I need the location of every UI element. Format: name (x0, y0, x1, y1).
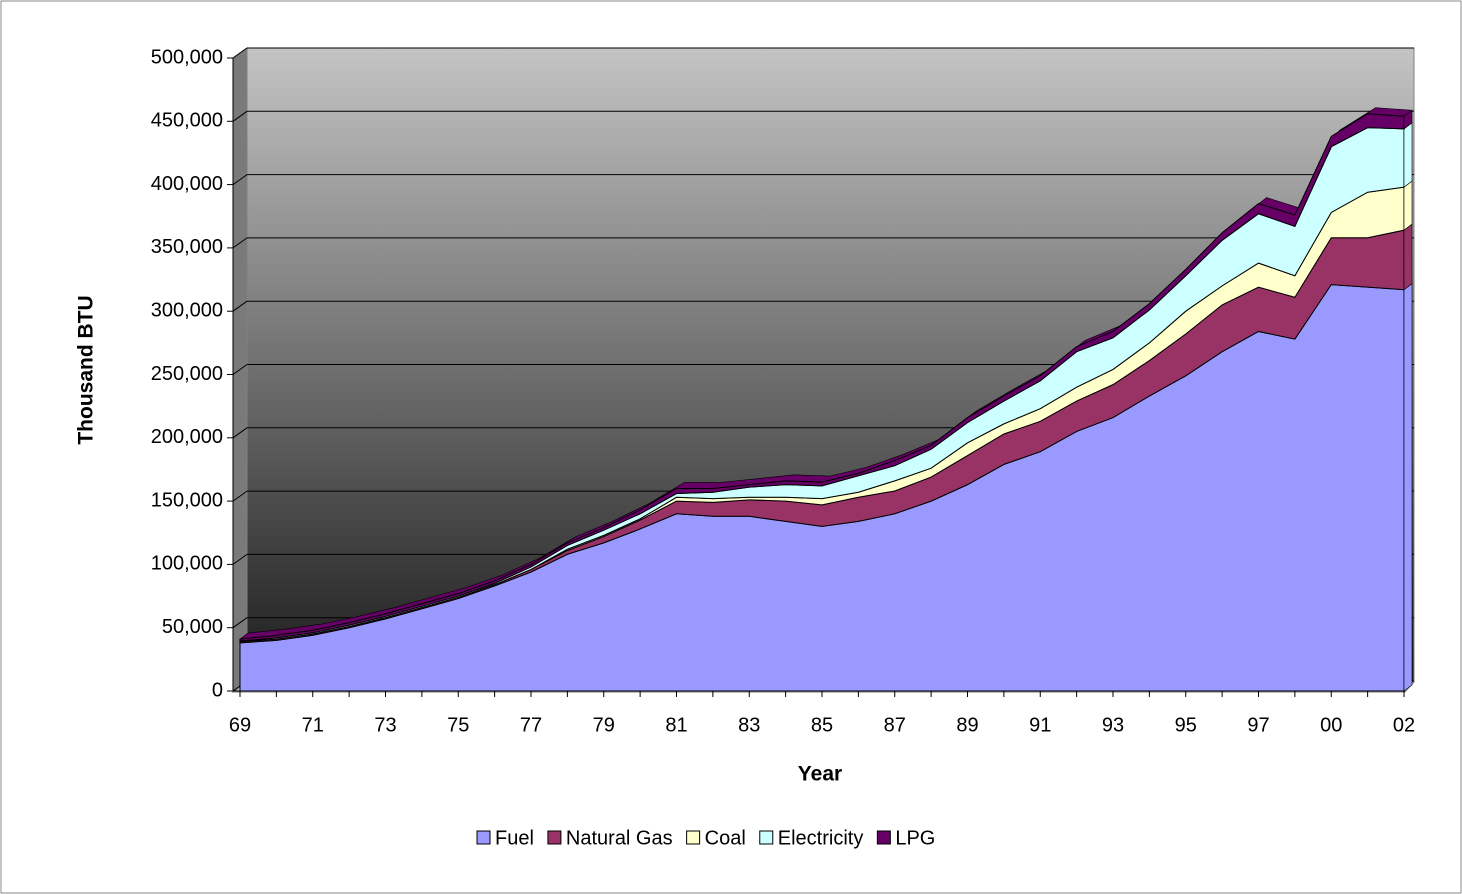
grid-line-side (232, 617, 248, 629)
y-tick-label: 350,000 (151, 236, 223, 258)
grid-line-side (232, 174, 248, 186)
y-tick-label: 250,000 (151, 363, 223, 385)
y-tick-label: 400,000 (151, 173, 223, 195)
grid-line-side (232, 553, 248, 565)
x-tick-label: 75 (447, 714, 469, 736)
y-tick-label: 300,000 (151, 299, 223, 321)
grid-line-side (232, 237, 248, 249)
x-tick-label: 69 (229, 714, 251, 736)
legend-label: Coal (705, 827, 746, 849)
x-tick-label: 93 (1102, 714, 1124, 736)
legend-swatch (547, 830, 562, 845)
y-tick-label: 450,000 (151, 110, 223, 132)
y-tick-label: 100,000 (151, 553, 223, 575)
legend-swatch (686, 830, 701, 845)
y-tick-label: 200,000 (151, 426, 223, 448)
x-tick-label: 85 (811, 714, 833, 736)
area-end-face (1403, 223, 1413, 291)
area-end-face (1403, 283, 1413, 692)
grid-line-side (232, 110, 248, 122)
legend-item: LPG (876, 827, 935, 849)
x-tick-label: 89 (956, 714, 978, 736)
x-tick-label: 71 (302, 714, 324, 736)
x-axis-title: Year (798, 763, 842, 786)
areas (238, 107, 1413, 692)
axes: 0 50,000 100,000 150,000 200,000 250,000 300,0… (151, 46, 1415, 736)
x-tick-label: 79 (593, 714, 615, 736)
area-end-face (1403, 109, 1413, 130)
legend-item: Coal (686, 827, 746, 849)
legend-swatch (759, 830, 774, 845)
legend-item: Electricity (759, 827, 864, 849)
x-tick-label: 83 (738, 714, 760, 736)
x-tick-label: 95 (1175, 714, 1197, 736)
x-tick-label: 02 (1393, 714, 1415, 736)
x-tick-label: 00 (1320, 714, 1342, 736)
legend-label: LPG (895, 827, 935, 849)
legend-label: Natural Gas (566, 827, 673, 849)
x-tick-label: 77 (520, 714, 542, 736)
y-tick-label: 500,000 (151, 46, 223, 68)
y-axis-title: Thousand BTU (75, 295, 98, 444)
x-tick-label: 91 (1029, 714, 1051, 736)
grid-line-side (232, 300, 248, 312)
grid-line-side (232, 47, 248, 59)
area-end-face (1403, 180, 1413, 231)
grid-line-side (232, 427, 248, 439)
legend: Fuel Natural Gas Coal Electricity LPG (476, 827, 935, 849)
grid-line-side (232, 490, 248, 502)
y-tick-label: 0 (212, 679, 223, 701)
x-tick-label: 87 (884, 714, 906, 736)
legend-label: Fuel (495, 827, 534, 849)
y-tick-label: 50,000 (162, 616, 223, 638)
legend-swatch (476, 830, 491, 845)
x-tick-label: 73 (374, 714, 396, 736)
area-end-face (1403, 122, 1413, 188)
grid-line-side (232, 364, 248, 375)
x-tick-label: 81 (665, 714, 687, 736)
legend-item: Natural Gas (547, 827, 673, 849)
legend-label: Electricity (778, 827, 864, 849)
legend-swatch (876, 830, 891, 845)
x-tick-label: 97 (1247, 714, 1269, 736)
y-tick-label: 150,000 (151, 489, 223, 511)
legend-item: Fuel (476, 827, 534, 849)
